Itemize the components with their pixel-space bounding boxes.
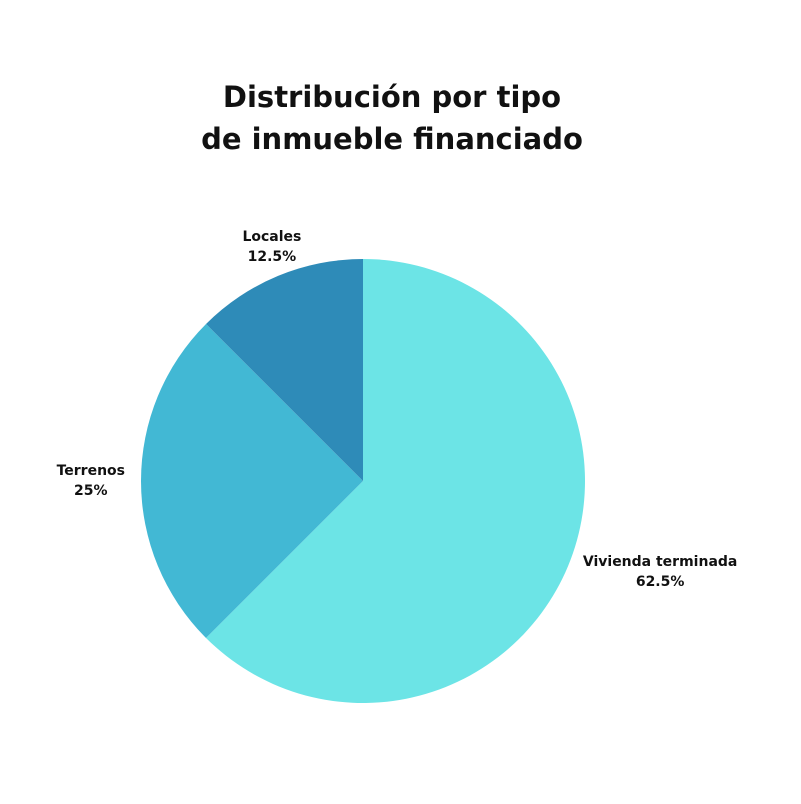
slice-label: Vivienda terminada (583, 554, 737, 570)
pie-slice (206, 259, 586, 703)
slice-value-label: 25% (74, 483, 108, 499)
pie-slice (206, 259, 363, 481)
slice-value-label: 12.5% (248, 249, 297, 265)
slice-value-label: 62.5% (636, 574, 685, 590)
chart-title: Distribución por tipo (223, 80, 561, 114)
slice-label: Terrenos (57, 463, 125, 479)
slice-label: Locales (242, 229, 301, 245)
pie-slice (141, 324, 363, 638)
chart-title: de inmueble financiado (201, 122, 583, 156)
